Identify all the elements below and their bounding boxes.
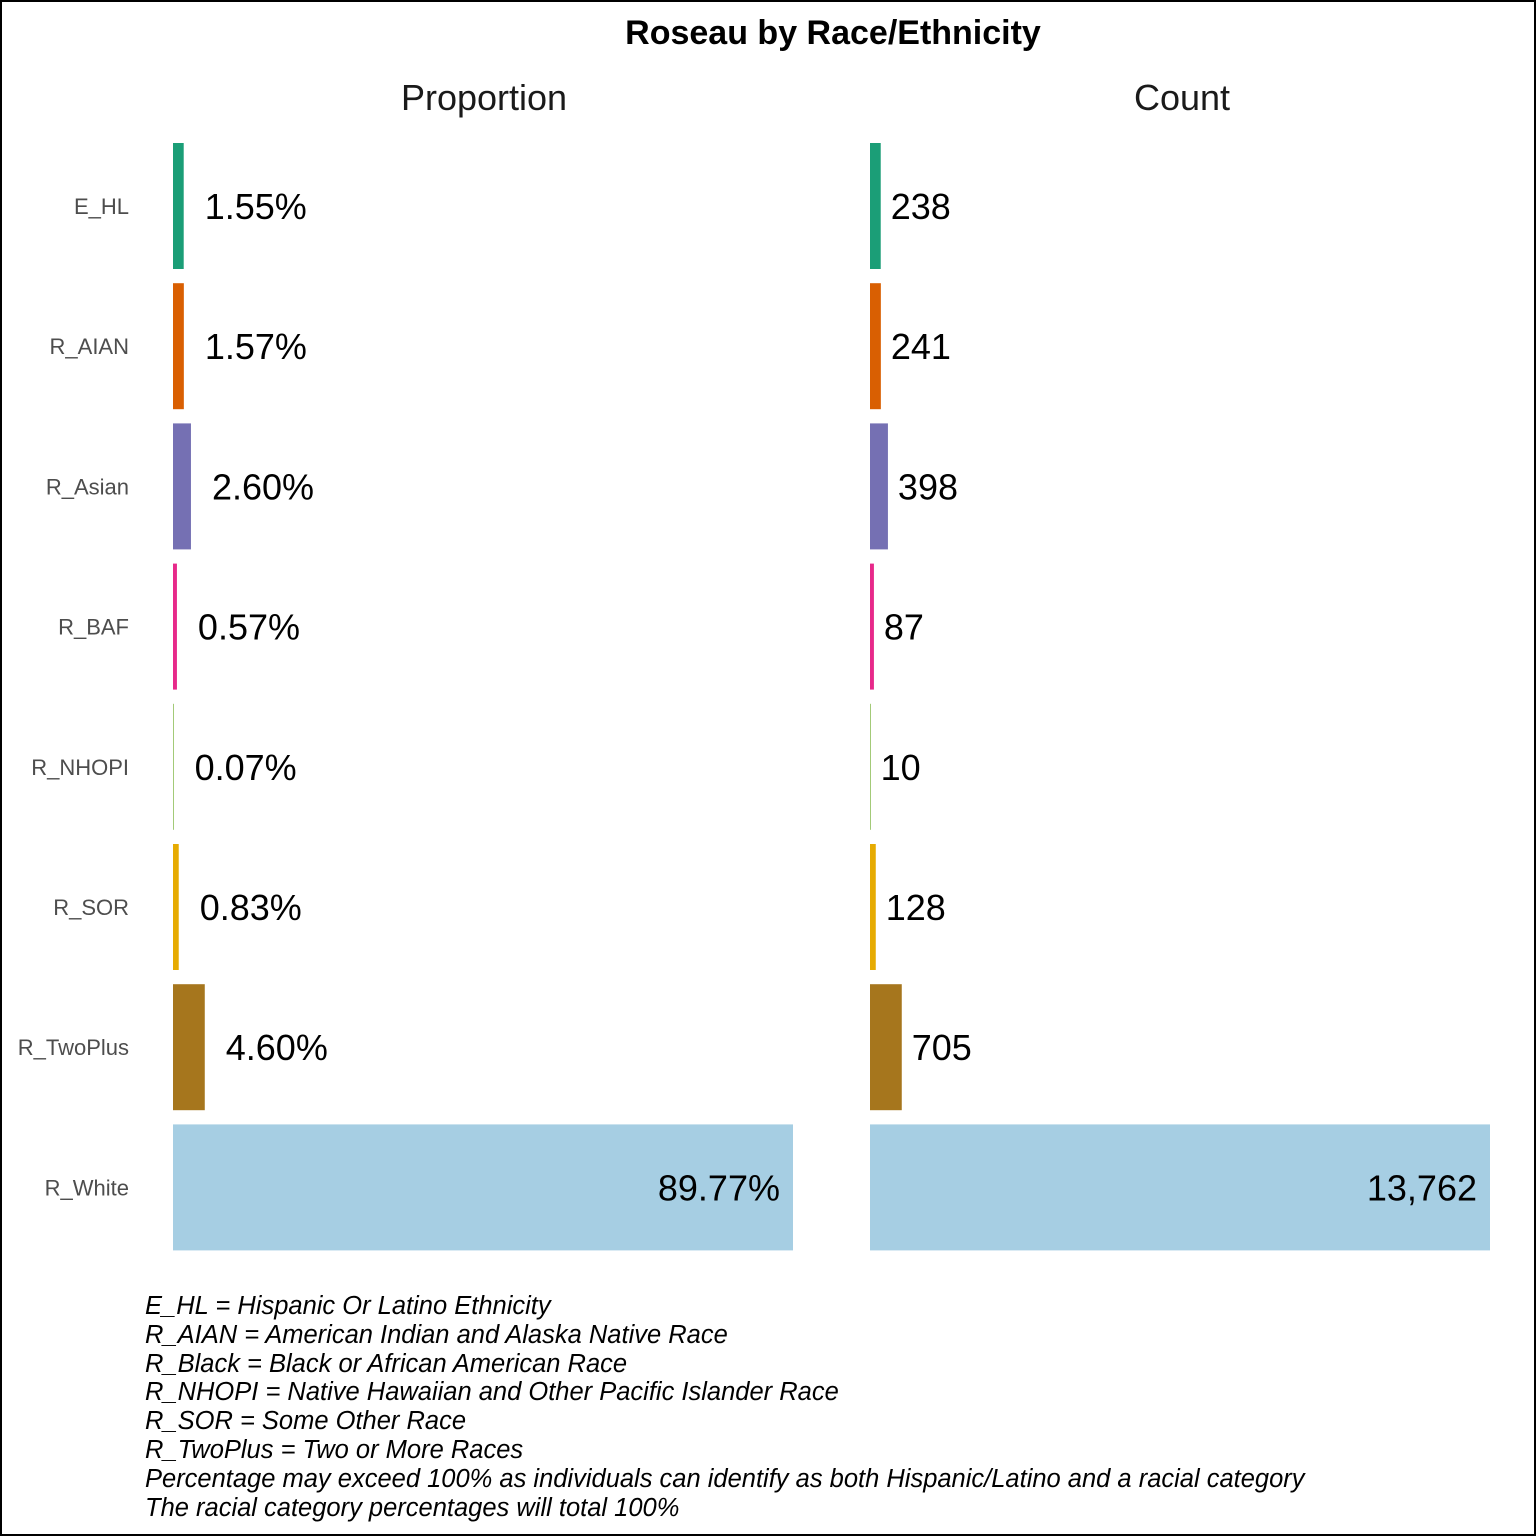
footnote-line: R_AIAN = American Indian and Alaska Nati… bbox=[145, 1320, 728, 1349]
count-value-label: 398 bbox=[898, 466, 958, 507]
category-label: R_AIAN bbox=[50, 334, 129, 359]
category-label: E_HL bbox=[74, 194, 129, 219]
proportion-value-label: 0.07% bbox=[195, 747, 297, 788]
proportion-bar bbox=[173, 984, 205, 1111]
panel-title-count: Count bbox=[1134, 77, 1230, 118]
category-label: R_White bbox=[45, 1175, 129, 1200]
footnotes: E_HL = Hispanic Or Latino Ethnicity R_AI… bbox=[145, 1292, 1305, 1522]
footnote-line: R_Black = Black or African American Race bbox=[145, 1349, 628, 1378]
footnote-line: R_TwoPlus = Two or More Races bbox=[145, 1435, 524, 1464]
category-label: R_TwoPlus bbox=[18, 1035, 129, 1060]
count-bar bbox=[870, 1124, 1490, 1251]
chart-svg: Roseau by Race/Ethnicity Proportion Coun… bbox=[18, 14, 1490, 1251]
count-value-label: 10 bbox=[881, 747, 921, 788]
proportion-value-label: 0.83% bbox=[200, 887, 302, 928]
count-bar bbox=[870, 423, 888, 550]
count-value-label: 705 bbox=[912, 1027, 972, 1068]
count-value-label: 87 bbox=[884, 607, 924, 648]
proportion-value-label: 89.77% bbox=[658, 1167, 780, 1208]
proportion-panel: 1.55% 1.57% 2.60% 0.57% 0.07% 0.83% 4.60% 89.77… bbox=[173, 143, 793, 1251]
category-label: R_Asian bbox=[46, 474, 129, 499]
count-bar bbox=[870, 563, 874, 690]
footnote-line: R_NHOPI = Native Hawaiian and Other Paci… bbox=[145, 1378, 839, 1407]
count-value-label: 241 bbox=[891, 326, 951, 367]
panel-title-proportion: Proportion bbox=[401, 77, 567, 118]
proportion-bar bbox=[173, 703, 174, 830]
count-value-label: 238 bbox=[891, 186, 951, 227]
proportion-value-label: 1.55% bbox=[205, 186, 307, 227]
footnote-line: R_SOR = Some Other Race bbox=[145, 1407, 467, 1436]
proportion-value-label: 1.57% bbox=[205, 326, 307, 367]
footnote-line: E_HL = Hispanic Or Latino Ethnicity bbox=[145, 1292, 551, 1320]
proportion-value-label: 4.60% bbox=[226, 1027, 328, 1068]
footnote-line: The racial category percentages will tot… bbox=[145, 1493, 680, 1522]
count-panel: 238 241 398 87 10 128 705 13,762 bbox=[870, 143, 1490, 1251]
footnote-line: Percentage may exceed 100% as individual… bbox=[145, 1464, 1305, 1493]
count-value-label: 128 bbox=[886, 887, 946, 928]
count-bar bbox=[870, 143, 881, 269]
chart-title: Roseau by Race/Ethnicity bbox=[625, 14, 1041, 52]
proportion-bar bbox=[173, 143, 184, 269]
proportion-bar bbox=[173, 844, 179, 970]
proportion-bar bbox=[173, 283, 184, 410]
category-label: R_BAF bbox=[58, 615, 129, 640]
count-bar bbox=[870, 283, 881, 410]
count-value-label: 13,762 bbox=[1367, 1167, 1477, 1208]
count-bar bbox=[870, 703, 871, 830]
count-bar bbox=[870, 844, 876, 970]
proportion-bar bbox=[173, 1124, 793, 1251]
proportion-bar bbox=[173, 423, 191, 550]
category-axis: E_HL R_AIAN R_Asian R_BAF R_NHOPI R_SOR R_TwoP… bbox=[18, 194, 129, 1200]
proportion-value-label: 0.57% bbox=[198, 607, 300, 648]
proportion-value-label: 2.60% bbox=[212, 466, 314, 507]
proportion-bar bbox=[173, 563, 177, 690]
category-label: R_NHOPI bbox=[31, 755, 129, 780]
category-label: R_SOR bbox=[53, 895, 129, 920]
count-bar bbox=[870, 984, 902, 1111]
